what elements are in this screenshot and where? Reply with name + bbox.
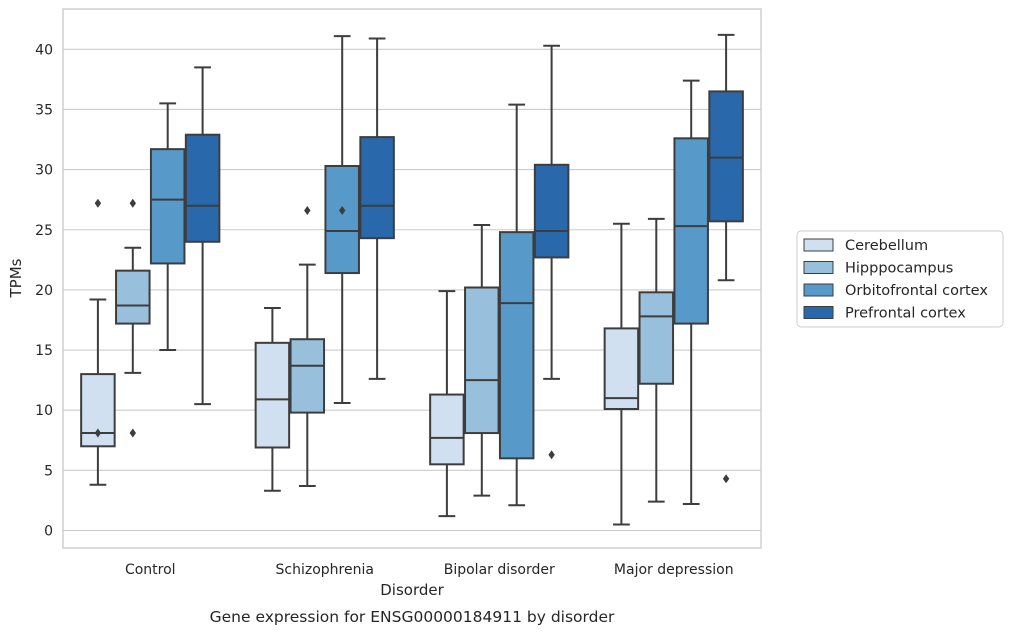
- y-tick-label: 10: [35, 403, 53, 419]
- box-iqr: [149, 148, 186, 265]
- x-tick-label: Schizophrenia: [276, 562, 374, 578]
- box-iqr: [708, 90, 744, 223]
- box-iqr: [673, 137, 709, 325]
- legend-label: Prefrontal cortex: [845, 306, 966, 322]
- box-0-1: [115, 198, 151, 438]
- legend-swatch: [803, 261, 834, 274]
- box-0-0: [80, 198, 116, 486]
- x-tick-label: Control: [125, 562, 176, 578]
- box-iqr: [464, 286, 500, 435]
- outlier-marker: [129, 428, 136, 438]
- box-1-3: [359, 37, 395, 380]
- legend-swatch: [803, 283, 834, 297]
- box-3-3: [708, 33, 744, 484]
- legend: Cerebellum Hipppocampus Orbitofrontal cort…: [796, 230, 1004, 328]
- box-1-2: [324, 35, 360, 404]
- y-tick-label: 0: [44, 524, 53, 540]
- box-iqr: [289, 338, 326, 414]
- outlier-marker: [339, 206, 346, 216]
- plot-frame: [62, 8, 762, 549]
- outlier-marker: [548, 450, 555, 460]
- y-axis-title: TPMs: [7, 258, 25, 298]
- legend-swatch: [803, 238, 834, 252]
- outlier-marker: [722, 474, 730, 484]
- box-series: [80, 33, 744, 526]
- box-iqr: [533, 163, 570, 259]
- box-iqr: [429, 393, 465, 466]
- y-tick-label: 25: [35, 223, 53, 239]
- box-3-2: [673, 79, 709, 506]
- y-tick-label: 20: [35, 283, 53, 299]
- chart-caption: Gene expression for ENSG00000184911 by d…: [210, 608, 615, 626]
- box-iqr: [115, 269, 151, 325]
- outlier-marker: [94, 198, 102, 208]
- legend-label: Cerebellum: [845, 238, 928, 254]
- box-1-0: [254, 306, 291, 492]
- x-tick-label: Major depression: [614, 562, 734, 578]
- box-3-1: [638, 217, 675, 503]
- legend-swatch: [803, 306, 834, 319]
- box-iqr: [359, 136, 395, 240]
- box-1-1: [289, 206, 326, 487]
- box-3-0: [603, 222, 640, 526]
- legend-label: Orbitofrontal cortex: [845, 283, 988, 299]
- legend-frame: [796, 230, 1004, 328]
- y-tick-label: 30: [35, 163, 53, 179]
- y-axis-ticks: 0 5 10 15 20 25 30 35 40: [35, 42, 53, 539]
- box-0-3: [184, 66, 221, 406]
- box-iqr: [603, 327, 640, 410]
- x-tick-label: Bipolar disorder: [444, 562, 555, 578]
- y-tick-label: 15: [35, 343, 53, 359]
- outlier-marker: [129, 198, 136, 208]
- outlier-marker: [94, 428, 102, 438]
- box-iqr: [498, 231, 535, 460]
- legend-label: Hipppocampus: [845, 261, 953, 277]
- box-iqr: [638, 291, 675, 385]
- box-0-2: [149, 102, 186, 352]
- box-iqr: [254, 341, 291, 449]
- box-2-3: [533, 44, 570, 460]
- x-axis-ticks: Control Schizophrenia Bipolar disorder Majo…: [125, 562, 734, 578]
- box-iqr: [184, 133, 221, 243]
- box-iqr: [324, 164, 360, 275]
- x-axis-title: Disorder: [380, 581, 444, 599]
- box-2-1: [464, 223, 500, 497]
- box-2-2: [498, 103, 535, 507]
- y-tick-label: 5: [44, 463, 53, 479]
- outlier-marker: [304, 206, 311, 216]
- y-tick-label: 35: [35, 102, 53, 118]
- box-2-0: [429, 290, 465, 518]
- y-tick-label: 40: [35, 42, 53, 58]
